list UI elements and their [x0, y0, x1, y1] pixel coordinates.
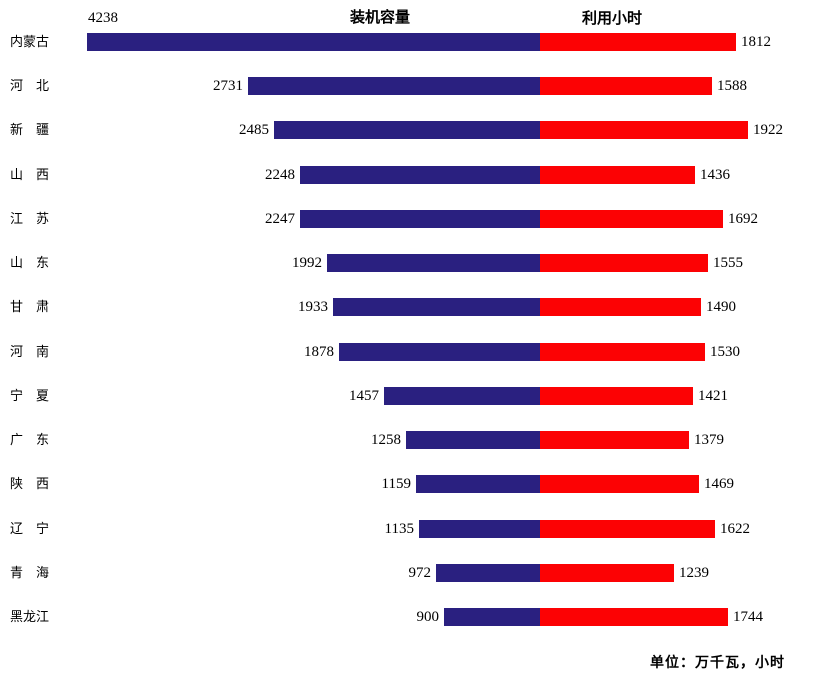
capacity-bar: [327, 254, 540, 272]
capacity-value-label: 900: [416, 609, 440, 625]
hours-value-label: 1622: [720, 521, 750, 537]
hours-bar: [540, 166, 695, 184]
capacity-value-label: 972: [408, 565, 432, 581]
capacity-bar: [384, 387, 540, 405]
capacity-bar: [87, 33, 540, 51]
capacity-bar: [248, 77, 540, 95]
chart-row: 山 西 2248 1436: [0, 166, 816, 184]
hours-value-label: 1421: [698, 388, 728, 404]
category-label: 辽 宁: [10, 521, 50, 536]
capacity-bar: [436, 564, 540, 582]
chart-row: 内蒙古 4238 1812: [0, 33, 816, 51]
hours-bar: [540, 343, 705, 361]
hours-value-label: 1436: [700, 167, 730, 183]
category-label: 陕 西: [10, 476, 50, 491]
category-label: 黑龙江: [10, 609, 50, 624]
capacity-value-label: 1457: [349, 388, 379, 404]
capacity-bar: [339, 343, 540, 361]
chart-row: 青 海 972 1239: [0, 564, 816, 582]
hours-value-label: 1379: [694, 432, 724, 448]
chart-row: 新 疆 2485 1922: [0, 121, 816, 139]
hours-value-label: 1530: [710, 344, 740, 360]
capacity-value-label: 1258: [371, 432, 401, 448]
capacity-bar: [406, 431, 540, 449]
category-label: 新 疆: [10, 122, 50, 137]
chart-row: 黑龙江 900 1744: [0, 608, 816, 626]
capacity-value-label: 2485: [239, 122, 269, 138]
hours-bar: [540, 121, 748, 139]
category-label: 甘 肃: [10, 299, 50, 314]
capacity-bar: [300, 210, 540, 228]
category-label: 广 东: [10, 432, 50, 447]
hours-value-label: 1555: [713, 255, 743, 271]
category-label: 江 苏: [10, 211, 50, 226]
capacity-value-label: 1159: [381, 476, 411, 492]
category-label: 宁 夏: [10, 388, 50, 403]
capacity-value-label: 2248: [265, 167, 295, 183]
hours-value-label: 1469: [704, 476, 734, 492]
capacity-value-label: 2247: [265, 211, 295, 227]
capacity-bar: [300, 166, 540, 184]
hours-bar: [540, 608, 728, 626]
capacity-value-label: 1933: [298, 299, 328, 315]
hours-bar: [540, 254, 708, 272]
hours-bar: [540, 77, 712, 95]
unit-note: 单位：万千瓦，小时: [650, 656, 785, 671]
hours-bar: [540, 298, 701, 316]
hours-bar: [540, 431, 689, 449]
hours-value-label: 1490: [706, 299, 736, 315]
category-label: 山 西: [10, 167, 50, 182]
hours-value-label: 1588: [717, 78, 747, 94]
capacity-value-label: 1135: [384, 521, 414, 537]
capacity-value-label: 2731: [213, 78, 243, 94]
chart-row: 江 苏 2247 1692: [0, 210, 816, 228]
chart-row: 山 东 1992 1555: [0, 254, 816, 272]
hours-bar: [540, 564, 674, 582]
hours-bar: [540, 475, 699, 493]
hours-value-label: 1692: [728, 211, 758, 227]
capacity-bar: [333, 298, 540, 316]
hours-value-label: 1922: [753, 122, 783, 138]
hours-value-label: 1812: [741, 34, 771, 50]
capacity-value-label: 1878: [304, 344, 334, 360]
hours-bar: [540, 33, 736, 51]
chart-row: 宁 夏 1457 1421: [0, 387, 816, 405]
category-label: 山 东: [10, 255, 50, 270]
hours-bar: [540, 520, 715, 538]
hours-bar: [540, 210, 723, 228]
capacity-bar: [419, 520, 540, 538]
hours-value-label: 1744: [733, 609, 763, 625]
chart-row: 辽 宁 1135 1622: [0, 520, 816, 538]
hours-value-label: 1239: [679, 565, 709, 581]
chart-row: 陕 西 1159 1469: [0, 475, 816, 493]
category-label: 河 北: [10, 78, 50, 93]
chart-row: 甘 肃 1933 1490: [0, 298, 816, 316]
chart-row: 河 南 1878 1530: [0, 343, 816, 361]
series-label-hours: 利用小时: [582, 11, 643, 27]
capacity-bar: [416, 475, 540, 493]
series-label-capacity: 装机容量: [350, 10, 411, 26]
chart-row: 广 东 1258 1379: [0, 431, 816, 449]
capacity-value-label: 1992: [292, 255, 322, 271]
category-label: 内蒙古: [10, 34, 50, 49]
capacity-bar: [444, 608, 540, 626]
category-label: 河 南: [10, 344, 50, 359]
chart-row: 河 北 2731 1588: [0, 77, 816, 95]
capacity-value-label-first: 4238: [88, 10, 118, 26]
category-label: 青 海: [10, 565, 50, 580]
hours-bar: [540, 387, 693, 405]
capacity-bar: [274, 121, 540, 139]
